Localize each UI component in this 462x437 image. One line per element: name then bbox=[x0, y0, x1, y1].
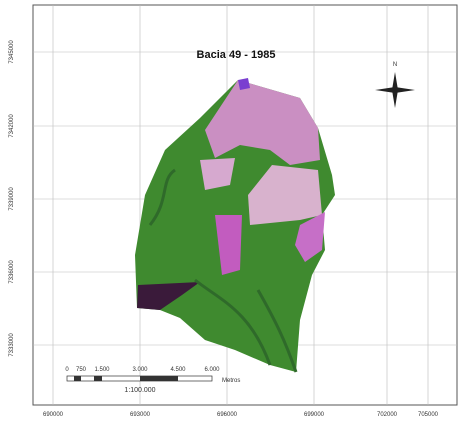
x-coordinate-label: 705000 bbox=[418, 412, 439, 418]
scale-label: 750 bbox=[76, 367, 87, 373]
north-label: N bbox=[393, 62, 397, 68]
scale-segment bbox=[94, 376, 102, 381]
scale-ratio: 1:100.000 bbox=[124, 387, 155, 394]
north-arrow-horizontal bbox=[375, 87, 415, 93]
y-coordinate-label: 7339000 bbox=[9, 187, 15, 211]
scale-segment bbox=[140, 376, 178, 381]
water bbox=[238, 78, 250, 90]
north-arrow: N bbox=[375, 62, 415, 108]
scale-label: 4.500 bbox=[170, 367, 186, 373]
dark-area bbox=[137, 282, 200, 310]
x-coordinate-label: 696000 bbox=[217, 412, 238, 418]
cleared-area bbox=[248, 165, 322, 225]
scale-label: 0 bbox=[65, 367, 69, 373]
scale-segment bbox=[74, 376, 81, 381]
cleared-area bbox=[295, 212, 325, 262]
x-coordinate-label: 702000 bbox=[377, 412, 398, 418]
scale-label: 1.500 bbox=[94, 367, 110, 373]
map-title: Bacia 49 - 1985 bbox=[197, 49, 276, 61]
image-area bbox=[135, 78, 335, 373]
y-coordinate-label: 7345000 bbox=[9, 40, 15, 64]
scale-unit: Metros bbox=[222, 378, 240, 384]
scale-label: 6.000 bbox=[204, 367, 220, 373]
scale-bar-frame bbox=[66, 375, 213, 382]
y-coordinate-label: 7342000 bbox=[9, 114, 15, 138]
y-coordinate-label: 7333000 bbox=[9, 333, 15, 357]
x-coordinate-label: 693000 bbox=[130, 412, 151, 418]
x-coordinate-label: 699000 bbox=[304, 412, 325, 418]
scale-label: 3.000 bbox=[132, 367, 148, 373]
cleared-area bbox=[215, 215, 242, 275]
cleared-area bbox=[200, 158, 235, 190]
y-coordinate-label: 7336000 bbox=[9, 260, 15, 284]
x-coordinate-label: 690000 bbox=[43, 412, 64, 418]
cleared-area bbox=[205, 80, 320, 165]
scale-bar bbox=[66, 375, 213, 382]
drainage bbox=[148, 168, 298, 373]
